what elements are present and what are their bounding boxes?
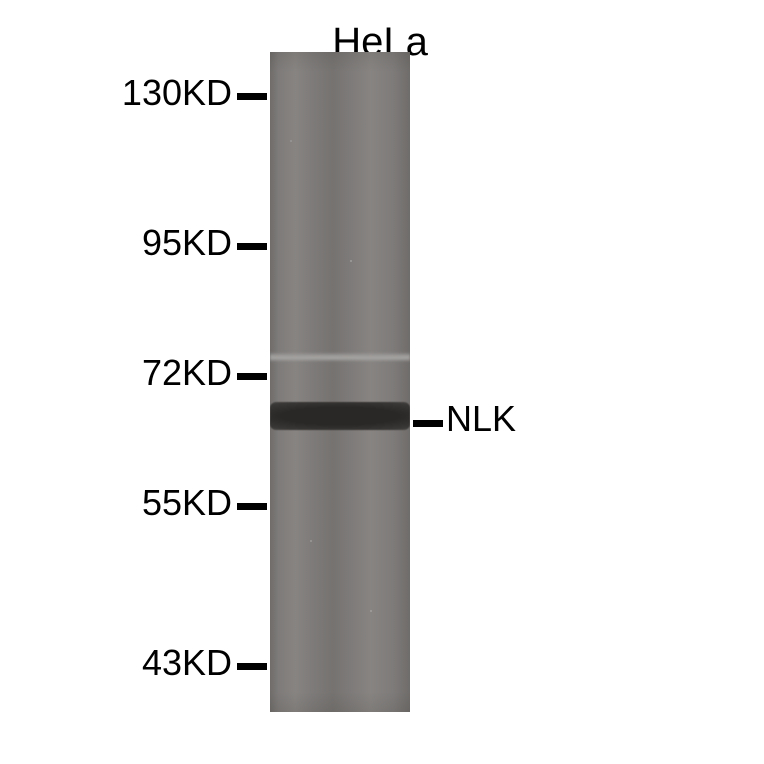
noise-speck [310,540,312,542]
mw-marker-tick [237,503,267,510]
noise-speck [350,260,352,262]
mw-marker-label: 43KD [72,642,232,684]
western-blot-figure: HeLa 130KD95KD72KD55KD43KD NLK [80,20,680,740]
mw-marker-label: 72KD [72,352,232,394]
blot-lane-background [270,52,410,712]
mw-marker-tick [237,663,267,670]
mw-marker-tick [237,373,267,380]
mw-marker-label: 130KD [72,72,232,114]
band-faint [270,352,410,362]
mw-marker-label: 95KD [72,222,232,264]
target-label: NLK [446,398,516,440]
target-tick [413,420,443,427]
mw-marker-label: 55KD [72,482,232,524]
noise-speck [290,140,292,142]
noise-speck [370,610,372,612]
mw-marker-tick [237,93,267,100]
band-main [270,402,410,430]
blot-lane [270,52,410,712]
mw-marker-tick [237,243,267,250]
